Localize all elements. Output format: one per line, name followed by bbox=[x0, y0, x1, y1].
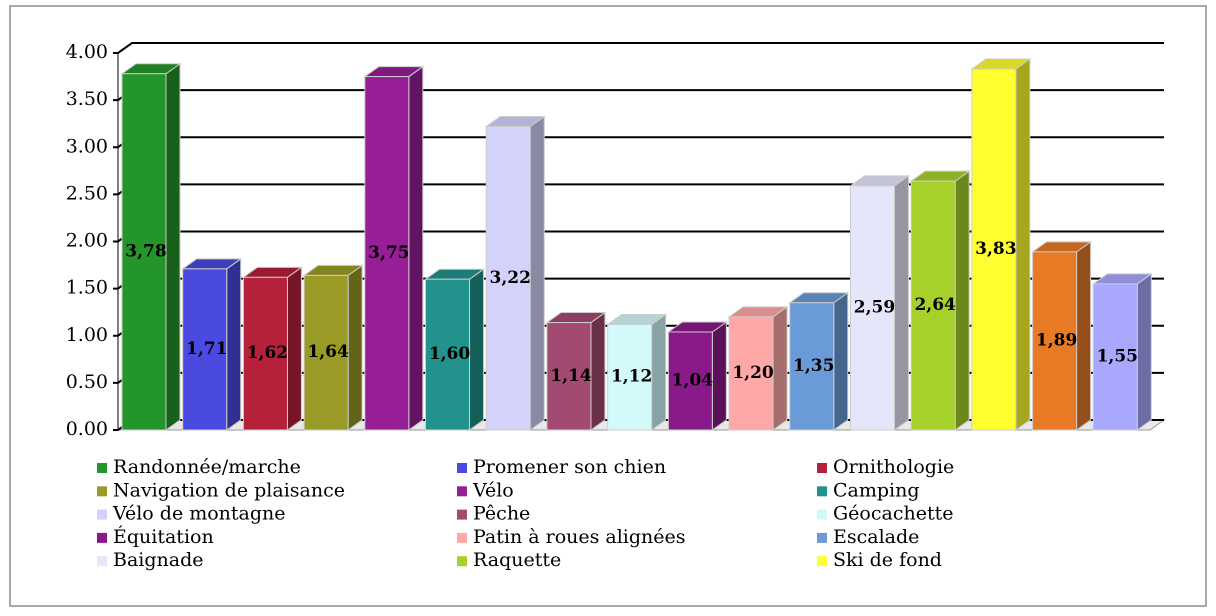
bar bbox=[1092, 283, 1138, 431]
legend-swatch bbox=[97, 486, 107, 497]
y-tick-label: 1.50 bbox=[66, 277, 108, 299]
y-tick-label: 0.00 bbox=[66, 418, 108, 440]
y-tick-label: 2.00 bbox=[66, 230, 108, 252]
y-tick-label: 1.00 bbox=[66, 324, 108, 346]
bar bbox=[121, 73, 167, 431]
grid-line bbox=[113, 42, 1164, 54]
bar-side bbox=[408, 65, 424, 431]
bar bbox=[364, 76, 410, 431]
data-label: 1,04 bbox=[672, 370, 714, 390]
bar-side bbox=[833, 291, 849, 431]
legend-label: Pêche bbox=[473, 503, 530, 525]
data-label: 2,64 bbox=[914, 295, 956, 315]
bar-side bbox=[1136, 272, 1152, 431]
legend-swatch bbox=[457, 486, 467, 497]
y-tick-label: 3.00 bbox=[66, 135, 108, 157]
bar bbox=[667, 331, 713, 431]
legend-swatch bbox=[457, 463, 467, 473]
legend-swatch bbox=[817, 532, 827, 543]
legend-swatch bbox=[817, 556, 827, 567]
legend-label: Navigation de plaisance bbox=[113, 479, 345, 501]
legend-label: Baignade bbox=[113, 549, 204, 571]
data-label: 2,59 bbox=[854, 297, 895, 317]
bar bbox=[182, 268, 228, 431]
legend-label: Ski de fond bbox=[833, 549, 942, 571]
legend-swatch bbox=[817, 509, 827, 520]
bar bbox=[607, 323, 653, 431]
bar-side bbox=[529, 115, 545, 431]
bar bbox=[425, 278, 471, 431]
legend-swatch bbox=[457, 509, 467, 520]
bar-side bbox=[1076, 240, 1092, 431]
legend-swatch bbox=[457, 532, 467, 543]
legend-swatch bbox=[457, 556, 467, 567]
legend-label: Équitation bbox=[113, 525, 214, 548]
legend-swatch bbox=[97, 556, 107, 567]
bar bbox=[971, 68, 1017, 431]
y-tick-label: 3.50 bbox=[66, 88, 108, 110]
legend-swatch bbox=[97, 463, 107, 473]
data-label: 1,64 bbox=[307, 342, 349, 362]
legend-swatch bbox=[817, 486, 827, 497]
data-label: 1,60 bbox=[429, 344, 471, 364]
bar-side bbox=[469, 268, 485, 431]
data-label: 1,55 bbox=[1097, 346, 1138, 366]
legend-label: Vélo bbox=[472, 479, 514, 501]
data-label: 3,22 bbox=[490, 268, 531, 288]
legend-swatch bbox=[97, 532, 107, 543]
bar bbox=[1032, 251, 1078, 431]
legend-swatch bbox=[817, 463, 827, 473]
bar-side bbox=[772, 305, 788, 431]
bar-side bbox=[893, 174, 909, 431]
bar bbox=[728, 316, 774, 431]
bar-side bbox=[226, 257, 242, 431]
data-label: 1,20 bbox=[732, 363, 774, 383]
bar-side bbox=[954, 170, 970, 431]
legend-label: Ornithologie bbox=[833, 456, 954, 478]
legend-swatch bbox=[97, 509, 107, 520]
data-label: 1,89 bbox=[1036, 330, 1077, 350]
bar-side bbox=[165, 62, 181, 431]
legend-label: Raquette bbox=[473, 549, 561, 571]
data-label: 1,35 bbox=[793, 356, 834, 376]
bar bbox=[789, 302, 835, 431]
bar bbox=[546, 322, 592, 431]
bar-side bbox=[347, 264, 363, 431]
bar-side bbox=[651, 313, 667, 431]
legend-label: Vélo de montagne bbox=[112, 503, 286, 525]
bar bbox=[485, 126, 531, 431]
y-tick-label: 4.00 bbox=[66, 41, 108, 63]
legend-label: Camping bbox=[833, 479, 920, 501]
data-label: 3,83 bbox=[975, 239, 1016, 259]
bar bbox=[849, 185, 895, 431]
legend-label: Promener son chien bbox=[473, 456, 666, 478]
data-label: 1,14 bbox=[550, 366, 592, 386]
bar bbox=[303, 274, 349, 431]
legend-label: Géocachette bbox=[833, 503, 953, 525]
legend-label: Randonnée/marche bbox=[113, 456, 301, 478]
bar bbox=[242, 276, 288, 431]
data-label: 1,12 bbox=[611, 367, 652, 387]
data-label: 3,75 bbox=[368, 243, 409, 263]
legend-label: Escalade bbox=[833, 526, 919, 548]
bar-side bbox=[590, 311, 606, 431]
data-label: 1,62 bbox=[247, 343, 288, 363]
bar-side bbox=[711, 321, 727, 431]
bar-side bbox=[286, 266, 302, 431]
bar-side bbox=[1015, 58, 1031, 431]
y-tick-label: 2.50 bbox=[66, 182, 108, 204]
data-label: 1,71 bbox=[186, 339, 227, 359]
bar bbox=[910, 180, 956, 431]
legend-label: Patin à roues alignées bbox=[473, 526, 686, 548]
data-label: 3,78 bbox=[125, 241, 166, 261]
y-tick-label: 0.50 bbox=[66, 371, 108, 393]
